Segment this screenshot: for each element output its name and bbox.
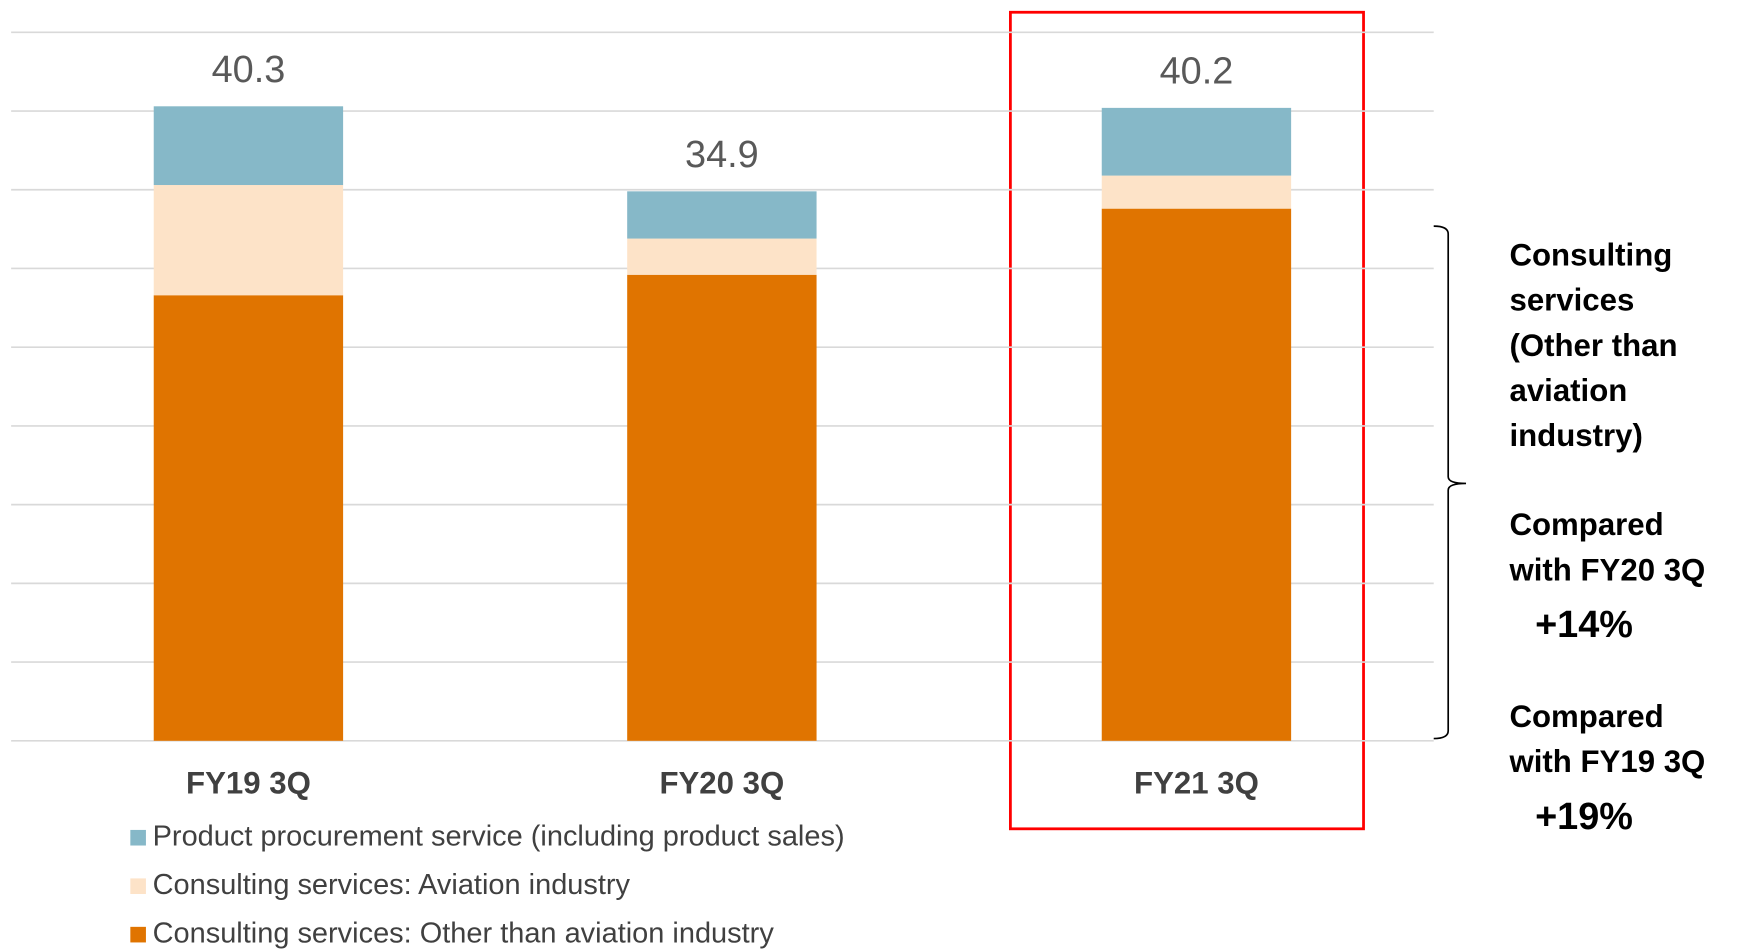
highlight-box [1009, 10, 1365, 831]
bar-segment [1101, 107, 1292, 176]
legend-swatch [130, 878, 146, 894]
legend-swatch [130, 829, 146, 846]
total-label: 40.3 [212, 49, 286, 91]
brace [1433, 225, 1467, 740]
annotation-comparison: Compared [1509, 699, 1663, 734]
annotation-heading: services [1509, 283, 1634, 318]
annotation-comparison: with FY20 3Q [1508, 552, 1705, 587]
legend-label: Product procurement service (including p… [153, 820, 845, 852]
annotation-heading: aviation [1509, 373, 1627, 408]
bar-segment [153, 295, 344, 741]
x-tick-label: FY20 3Q [659, 766, 784, 801]
bar-segment [153, 185, 344, 296]
annotation-change: +14% [1535, 604, 1633, 646]
bar-segment [627, 191, 817, 239]
bar-segment [627, 238, 817, 275]
legend-label: Consulting services: Aviation industry [153, 869, 631, 901]
annotation-comparison: with FY19 3Q [1508, 744, 1705, 779]
legend-swatch [130, 926, 146, 943]
annotation-heading: industry) [1509, 418, 1642, 453]
bar-segment [153, 106, 344, 186]
annotation-heading: Consulting [1509, 238, 1672, 273]
bar-segment [1101, 208, 1292, 741]
total-label: 34.9 [685, 134, 759, 176]
x-tick-label: FY19 3Q [186, 766, 311, 801]
bar-segment [627, 274, 817, 741]
annotation-heading: (Other than [1509, 328, 1677, 363]
total-label: 40.2 [1160, 50, 1234, 92]
legend-label: Consulting services: Other than aviation… [153, 917, 775, 949]
annotation-comparison: Compared [1509, 507, 1663, 542]
bar-segment [1101, 175, 1292, 209]
annotation-change: +19% [1535, 796, 1633, 838]
x-tick-label: FY21 3Q [1134, 766, 1259, 801]
